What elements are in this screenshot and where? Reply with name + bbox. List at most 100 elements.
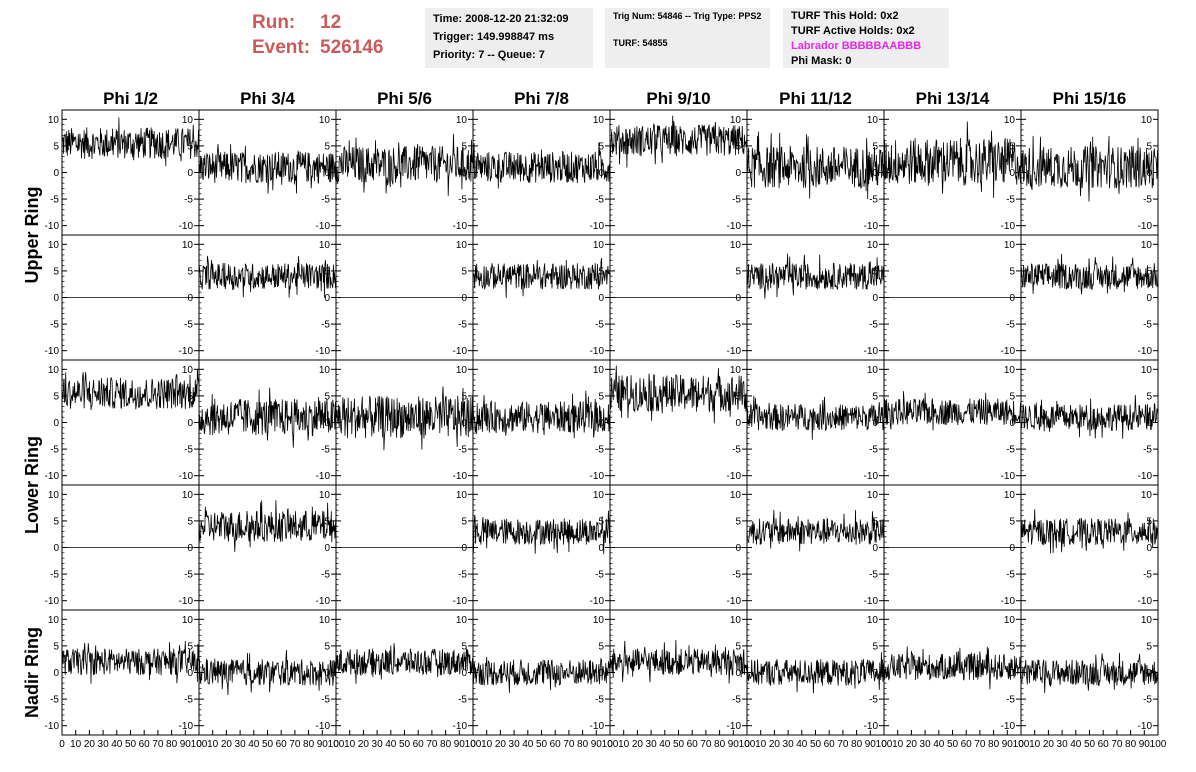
x-tick-label: 100: [876, 739, 893, 750]
y-tick-label-right: 0: [735, 418, 741, 429]
y-tick-label-right: 0: [1146, 543, 1152, 554]
y-tick-label-right: -10: [1138, 596, 1153, 607]
y-tick-label-right: 10: [867, 115, 879, 126]
y-tick-label-right: 5: [872, 641, 878, 652]
x-tick-label: 0: [744, 739, 750, 750]
x-tick-label: 40: [933, 739, 945, 750]
y-tick-label-right: 10: [1004, 615, 1016, 626]
y-tick-label-right: 10: [456, 365, 468, 376]
x-tick-label: 40: [111, 739, 123, 750]
x-tick-label: 80: [303, 739, 315, 750]
y-tick-label-right: 10: [593, 490, 605, 501]
y-tick-label-right: 5: [461, 266, 467, 277]
x-tick-label: 50: [1084, 739, 1096, 750]
x-tick-label: 70: [426, 739, 438, 750]
y-tick-label-right: -5: [732, 695, 741, 706]
y-tick-label-right: -5: [869, 570, 878, 581]
y-tick-label-right: 0: [1146, 293, 1152, 304]
column-title: Phi 5/6: [377, 89, 432, 108]
waveform-trace: [609, 365, 748, 424]
y-tick-label-right: -10: [179, 471, 194, 482]
x-tick-label: 10: [892, 739, 904, 750]
y-tick-label-right: 0: [735, 668, 741, 679]
time-info-panel: Time: 2008-12-20 21:32:09 Trigger: 149.9…: [425, 8, 593, 68]
y-tick-label-right: -10: [1138, 471, 1153, 482]
x-tick-label: 80: [851, 739, 863, 750]
y-tick-label-right: 5: [461, 516, 467, 527]
x-tick-label: 60: [276, 739, 288, 750]
y-tick-label-right: 10: [1004, 490, 1016, 501]
y-tick-label-right: 5: [735, 391, 741, 402]
y-tick-label-right: 5: [187, 141, 193, 152]
x-tick-label: 100: [465, 739, 482, 750]
x-tick-label: 100: [1150, 739, 1167, 750]
y-tick-label-right: 5: [735, 516, 741, 527]
y-tick-label-right: -5: [595, 570, 604, 581]
y-tick-label-right: 10: [730, 115, 742, 126]
y-tick-label-right: -5: [321, 695, 330, 706]
y-tick-label-right: -5: [184, 570, 193, 581]
y-tick-label-right: 0: [187, 168, 193, 179]
plot-frame: [1020, 484, 1159, 611]
y-tick-label-right: -10: [1001, 346, 1016, 357]
waveform-trace: [746, 652, 885, 694]
y-tick-label-right: -5: [732, 445, 741, 456]
y-tick-label-right: 5: [1146, 141, 1152, 152]
column-title: Phi 1/2: [103, 89, 158, 108]
y-tick-label-right: -5: [1006, 695, 1015, 706]
y-tick-label: 5: [53, 641, 59, 652]
y-tick-label-right: 10: [182, 240, 194, 251]
y-tick-label-right: 0: [598, 293, 604, 304]
waveform-trace: [61, 640, 200, 684]
y-tick-label-right: 10: [1141, 115, 1153, 126]
y-tick-label-right: -5: [321, 570, 330, 581]
y-tick-label-right: -10: [453, 721, 468, 732]
y-tick-label-right: 0: [598, 543, 604, 554]
y-tick-label-right: 5: [324, 516, 330, 527]
x-tick-label: 100: [739, 739, 756, 750]
y-tick-label-right: -10: [864, 471, 879, 482]
x-tick-label: 0: [1018, 739, 1024, 750]
y-tick-label: 0: [53, 418, 59, 429]
y-tick-label-right: 0: [598, 668, 604, 679]
y-tick-label-right: -10: [590, 221, 605, 232]
y-tick-label-right: -10: [179, 221, 194, 232]
y-tick-label-right: 0: [461, 168, 467, 179]
y-tick-label-right: 0: [872, 543, 878, 554]
y-tick-label-right: 10: [867, 365, 879, 376]
y-tick-label-right: 5: [735, 141, 741, 152]
y-tick-label: 0: [53, 168, 59, 179]
y-tick-label-right: -5: [1143, 570, 1152, 581]
y-tick-label-right: 10: [182, 615, 194, 626]
y-tick-label-right: -10: [727, 471, 742, 482]
y-tick-label-right: -10: [864, 346, 879, 357]
y-tick-label: 10: [48, 240, 60, 251]
x-tick-label: 100: [602, 739, 619, 750]
run-event-box: Run: 12 Event: 526146: [252, 10, 383, 60]
y-tick-label: 0: [53, 293, 59, 304]
x-tick-label: 10: [618, 739, 630, 750]
waveform-trace: [746, 395, 885, 440]
plot-frame: [61, 609, 200, 736]
turf-this-hold-text: TURF This Hold: 0x2: [791, 10, 899, 22]
y-tick-label-right: 5: [1146, 516, 1152, 527]
column-title: Phi 11/12: [779, 89, 852, 108]
x-tick-label: 70: [700, 739, 712, 750]
y-tick-label-right: 10: [456, 490, 468, 501]
y-tick-label-right: 5: [324, 641, 330, 652]
run-line: Run: 12: [252, 10, 383, 35]
x-tick-label: 10: [1029, 739, 1041, 750]
y-tick-label-right: -5: [184, 195, 193, 206]
y-tick-label: 10: [48, 115, 60, 126]
y-tick-label: -10: [45, 471, 60, 482]
waveform-trace: [746, 509, 885, 552]
x-tick-label: 60: [687, 739, 699, 750]
y-tick-label-right: -10: [727, 596, 742, 607]
x-tick-label: 100: [1013, 739, 1030, 750]
y-tick-label-right: -10: [590, 721, 605, 732]
plot-frame: [472, 484, 611, 611]
y-tick-label: 10: [48, 615, 60, 626]
y-tick-label-right: 5: [872, 266, 878, 277]
y-tick-label: 10: [48, 490, 60, 501]
y-tick-label: 5: [53, 141, 59, 152]
